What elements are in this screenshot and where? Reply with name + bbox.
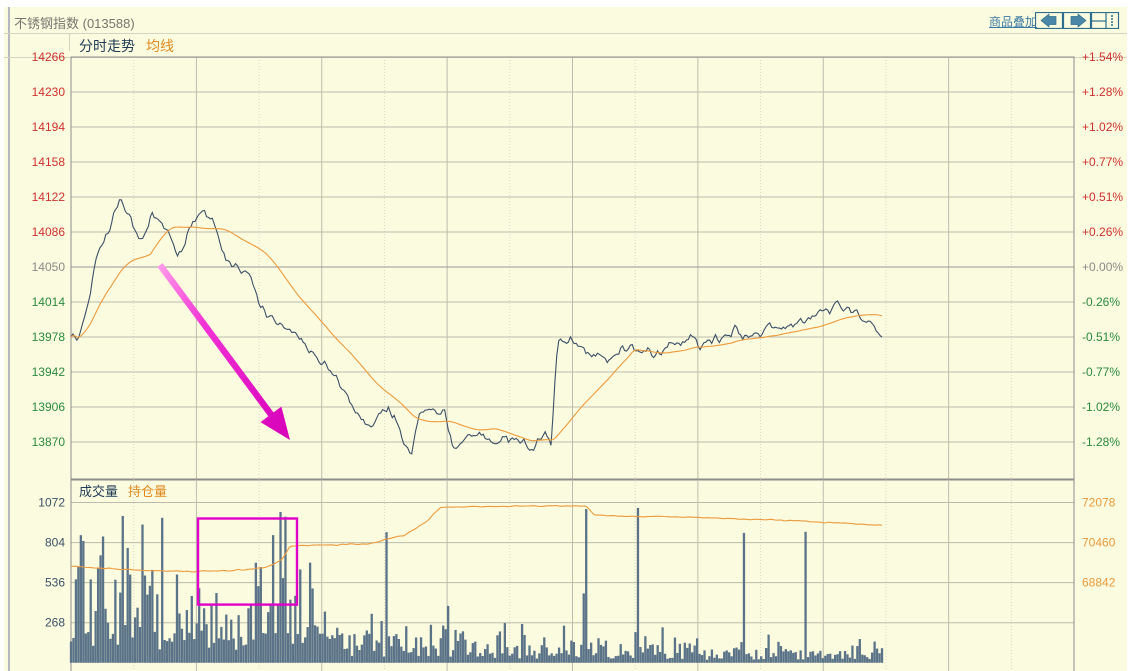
svg-text:268: 268 <box>45 616 65 630</box>
svg-text:72078: 72078 <box>1082 496 1116 510</box>
svg-text:1072: 1072 <box>38 496 65 510</box>
svg-text:804: 804 <box>45 536 65 550</box>
svg-text:70460: 70460 <box>1082 536 1116 550</box>
svg-text:68842: 68842 <box>1082 576 1116 590</box>
svg-text:536: 536 <box>45 576 65 590</box>
